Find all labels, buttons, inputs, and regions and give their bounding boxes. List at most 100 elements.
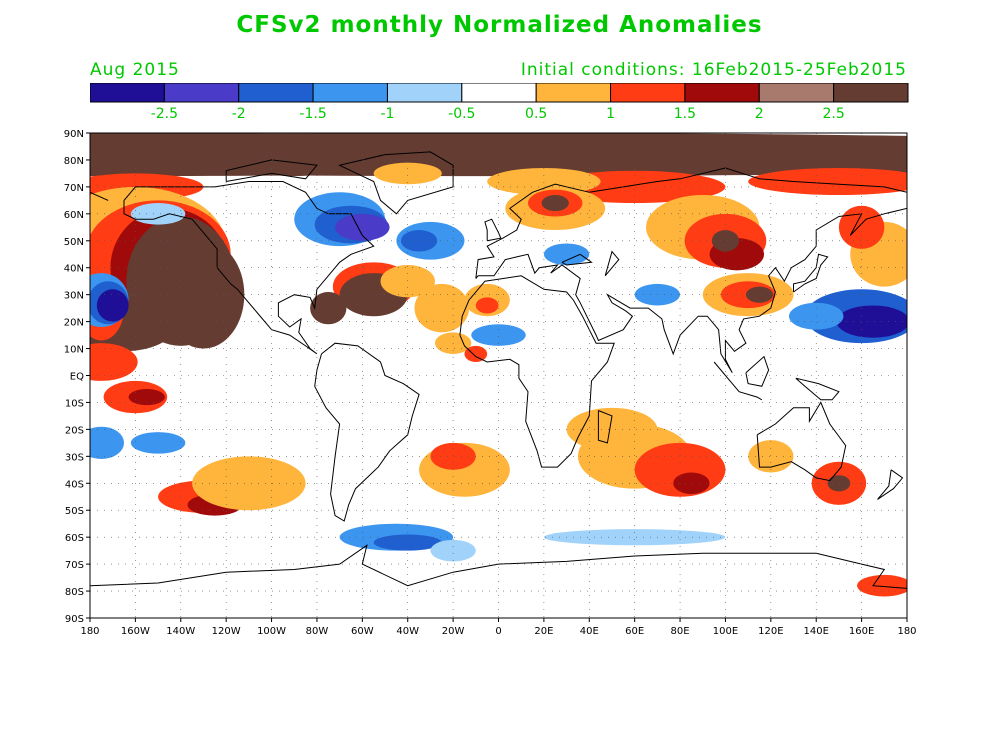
coastline — [793, 253, 829, 293]
coastline — [484, 218, 502, 242]
colorbar-label: 0.5 — [525, 106, 547, 122]
lat-label: EQ — [70, 372, 84, 383]
anomaly-region — [711, 230, 740, 252]
coastline — [225, 159, 318, 182]
anomaly-region — [471, 324, 526, 346]
anomaly-region — [310, 291, 347, 325]
anomaly-region — [827, 475, 851, 492]
colorbar-label: 1 — [606, 106, 615, 122]
lon-label: 120W — [212, 626, 241, 637]
lat-label: 80S — [65, 587, 84, 598]
lat-label: 50S — [65, 506, 84, 517]
lat-label: 30S — [65, 452, 84, 463]
coastline — [713, 361, 763, 401]
anomaly-region — [90, 426, 125, 460]
lat-label: 90S — [65, 614, 84, 625]
coastlines — [90, 151, 907, 589]
coastline — [314, 342, 420, 522]
coastline — [604, 250, 620, 277]
anomaly-region — [543, 529, 726, 546]
anomaly-region — [90, 343, 138, 381]
lon-label: 20E — [534, 626, 553, 637]
lon-label: 180 — [80, 626, 99, 637]
lat-label: 70S — [65, 560, 84, 571]
lon-label: 140E — [804, 626, 829, 637]
coastline — [795, 377, 840, 401]
anomaly-region — [192, 456, 306, 511]
coastline — [90, 191, 109, 201]
lon-label: 60E — [625, 626, 644, 637]
initial-conditions: Initial conditions: 16Feb2015-25Feb2015 — [520, 60, 907, 80]
coastline — [459, 275, 615, 468]
lat-label: 30N — [64, 291, 84, 302]
anomaly-region — [130, 432, 186, 454]
lat-label: 20N — [64, 318, 84, 329]
coastline — [756, 401, 847, 482]
lon-label: 80E — [671, 626, 690, 637]
lon-label: 100E — [713, 626, 738, 637]
lon-label: 120E — [758, 626, 783, 637]
colorbar-cell — [833, 83, 909, 103]
coastline — [561, 253, 593, 266]
lon-label: 40E — [580, 626, 599, 637]
anomaly-region — [128, 388, 165, 406]
anomaly-region — [96, 289, 129, 322]
lon-label: 0 — [495, 626, 501, 637]
colorbar-label: -1.5 — [299, 106, 326, 122]
anomaly-region — [373, 534, 442, 551]
anomaly-region — [373, 162, 442, 185]
anomaly-region — [748, 168, 907, 195]
anomaly-region — [335, 213, 390, 241]
coastline — [475, 167, 907, 279]
colorbar-label: 2.5 — [823, 106, 845, 122]
lon-label: 100W — [257, 626, 286, 637]
colorbar-label: -0.5 — [448, 106, 475, 122]
anomaly-region — [430, 539, 476, 562]
coastline — [123, 181, 375, 355]
anomaly-region — [541, 194, 569, 212]
anomaly-region — [464, 345, 488, 363]
map-title: CFSv2 monthly Normalized Anomalies — [236, 12, 763, 38]
anomaly-region — [566, 407, 658, 451]
anomaly-region — [380, 265, 435, 298]
lat-label: 40S — [65, 479, 84, 490]
lon-label: 160W — [121, 626, 150, 637]
anomaly-region — [475, 297, 499, 314]
colorbar-label: 1.5 — [674, 106, 696, 122]
lon-label: 20W — [442, 626, 465, 637]
colorbar-label: 2 — [755, 106, 764, 122]
coastline — [90, 544, 907, 589]
lat-label: 90N — [64, 129, 84, 140]
lat-label: 10S — [65, 398, 84, 409]
colorbar-label: -1 — [380, 106, 394, 122]
anomaly-region — [673, 472, 710, 495]
lon-label: 40W — [396, 626, 419, 637]
anomaly-region — [836, 305, 907, 338]
lat-label: 60N — [64, 210, 84, 221]
colorbar-legend: -2.5 -2 -1.5 -1 -0.5 0.5 1 1.5 2 2.5 — [90, 83, 909, 122]
coastline — [597, 410, 613, 444]
coastline — [745, 355, 770, 387]
colorbar-label: -2.5 — [151, 106, 178, 122]
coastline — [338, 151, 454, 215]
anomaly-region — [430, 442, 476, 470]
anomaly-region — [414, 283, 469, 333]
anomaly-region — [748, 440, 794, 473]
lat-label: 10N — [64, 345, 84, 356]
anomaly-region — [745, 286, 774, 303]
lat-label: 20S — [65, 425, 84, 436]
coastline — [877, 469, 904, 500]
lat-label: 50N — [64, 237, 84, 248]
longitude-labels: 180 160W 140W 120W 100W 80W 60W 40W 20W 0 20E 40E 60… — [80, 618, 917, 637]
anomaly-region — [857, 574, 907, 597]
lat-label: 70N — [64, 183, 84, 194]
lon-label: 180 — [897, 626, 916, 637]
lat-label: 40N — [64, 264, 84, 275]
lon-label: 80W — [306, 626, 329, 637]
anomaly-region — [543, 243, 590, 266]
colorbar-label: -2 — [232, 106, 246, 122]
lon-label: 160E — [849, 626, 874, 637]
lat-label: 80N — [64, 156, 84, 167]
lon-label: 140W — [166, 626, 195, 637]
